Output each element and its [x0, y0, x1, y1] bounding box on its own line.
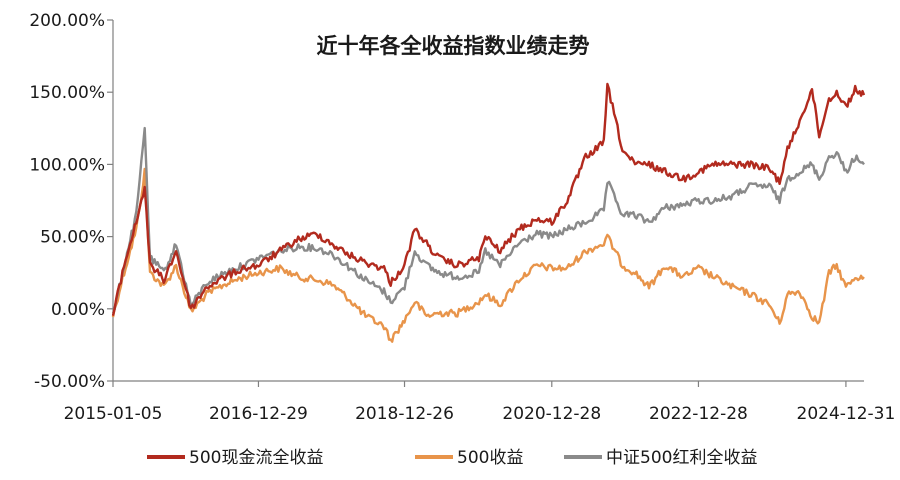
legend: 500现金流全收益 500收益 中证500红利全收益	[147, 448, 757, 468]
y-tick-label: 100.00%	[29, 155, 105, 175]
series-line-0	[111, 82, 866, 316]
y-tick-label: 0.00%	[51, 300, 105, 320]
x-tick-label: 2020-12-28	[502, 404, 601, 424]
legend-label: 500收益	[457, 448, 523, 468]
y-tick-label: 200.00%	[29, 11, 105, 31]
x-tick-label: 2016-12-29	[209, 404, 308, 424]
y-axis-ticks: 200.00% 150.00% 100.00% 50.00% 0.00% -50.00%	[29, 11, 113, 392]
x-tick-label: 2015-01-05	[64, 404, 163, 424]
series-lines	[111, 82, 866, 343]
x-tick-label: 2022-12-28	[649, 404, 748, 424]
legend-label: 500现金流全收益	[189, 448, 323, 468]
y-tick-label: 150.00%	[29, 83, 105, 103]
x-axis-ticks: 2015-01-05 2016-12-29 2018-12-26 2020-12-28…	[64, 381, 896, 424]
y-tick-label: 50.00%	[40, 228, 105, 248]
series-line-2	[111, 126, 865, 314]
chart-title: 近十年各全收益指数业绩走势	[317, 34, 590, 58]
y-tick-label: -50.00%	[34, 372, 105, 392]
x-tick-label: 2024-12-31	[797, 404, 896, 424]
legend-label: 中证500红利全收益	[606, 448, 757, 468]
x-tick-label: 2018-12-26	[355, 404, 454, 424]
series-line-1	[111, 167, 865, 343]
